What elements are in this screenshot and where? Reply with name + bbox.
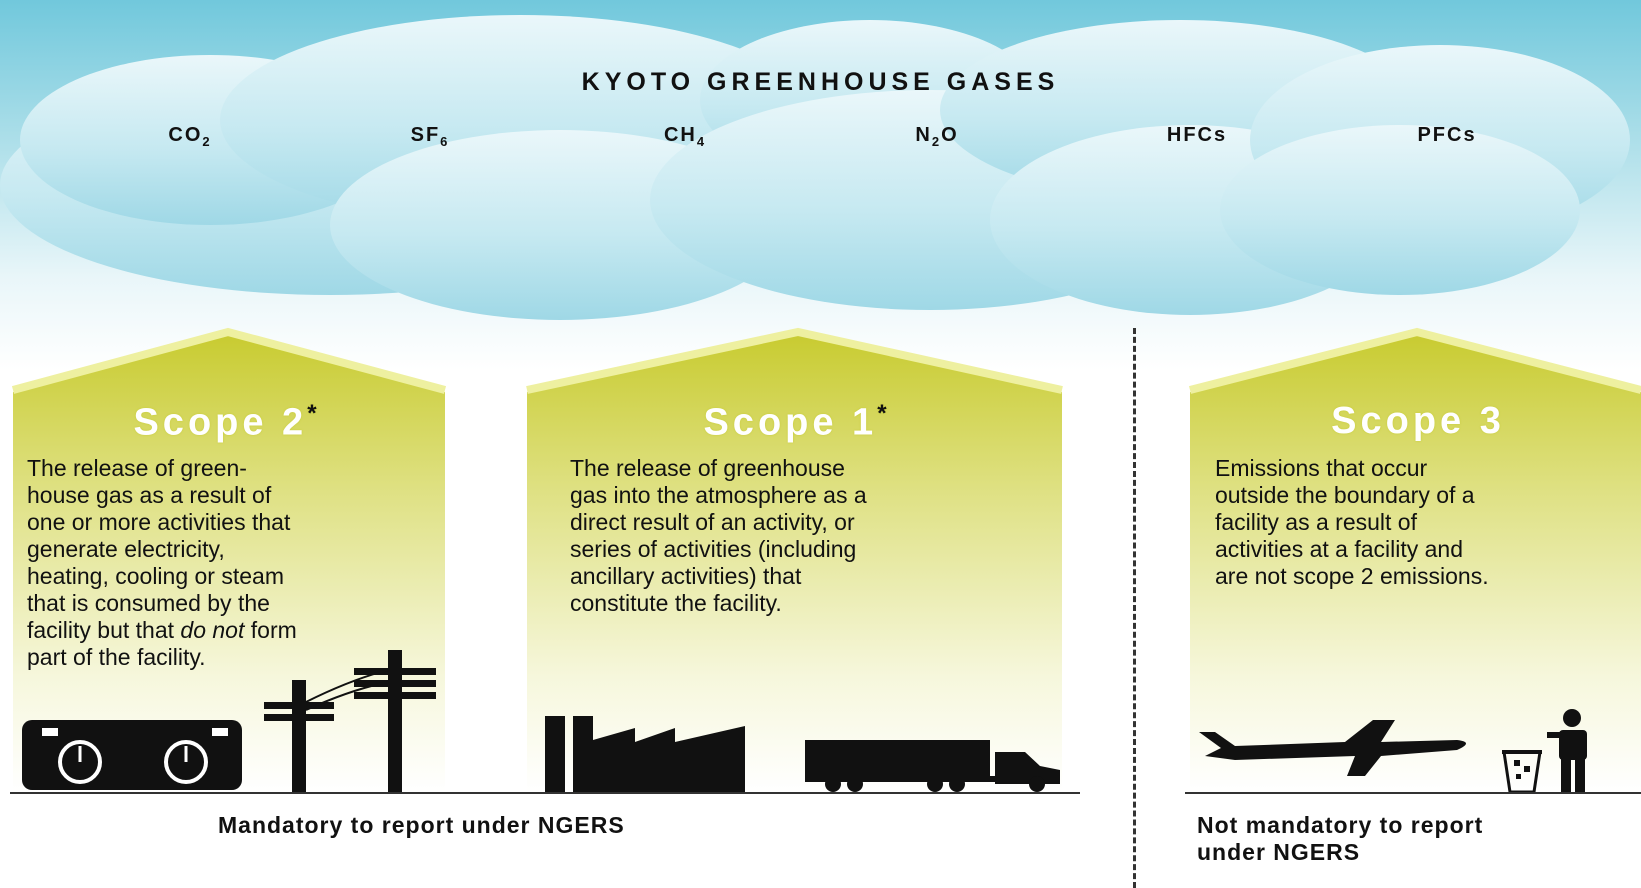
gas-n2o: N2O (915, 124, 959, 149)
mandatory-note: Mandatory to report under NGERS (218, 812, 625, 838)
rubbish-bin-icon (1502, 750, 1542, 792)
scope2-title: Scope 2* (133, 400, 317, 444)
meter-icon (22, 720, 242, 790)
gas-co2: CO2 (168, 124, 212, 149)
gas-ch4: CH4 (663, 124, 707, 149)
ground-line-mandatory (10, 792, 1080, 794)
person-icon (1547, 709, 1587, 792)
scope3-description: Emissions that occur outside the boundar… (1215, 455, 1489, 589)
cloud-shape (0, 15, 1630, 320)
truck-icon (805, 740, 1060, 792)
scope2-description: The release of green- house gas as a res… (27, 455, 297, 670)
kyoto-title: KYOTO GREENHOUSE GASES (581, 68, 1060, 96)
factory-icon (545, 716, 745, 792)
scope3-house (1189, 327, 1641, 792)
ground-line-not-mandatory (1185, 792, 1641, 794)
reporting-divider (1133, 328, 1136, 888)
gas-pfcs: PFCs (1417, 124, 1477, 146)
scope3-title: Scope 3 (1331, 400, 1505, 442)
gas-hfcs: HFCs (1166, 124, 1228, 146)
gas-sf6: SF6 (410, 124, 450, 149)
scope2-house (11, 327, 447, 792)
airplane-icon (1199, 720, 1466, 776)
power-pole-icon (264, 650, 436, 792)
scope1-description: The release of greenhouse gas into the a… (570, 455, 867, 616)
not-mandatory-note: Not mandatory to report under NGERS (1197, 812, 1484, 865)
scope1-title: Scope 1* (703, 400, 887, 444)
scope1-house (526, 327, 1063, 792)
